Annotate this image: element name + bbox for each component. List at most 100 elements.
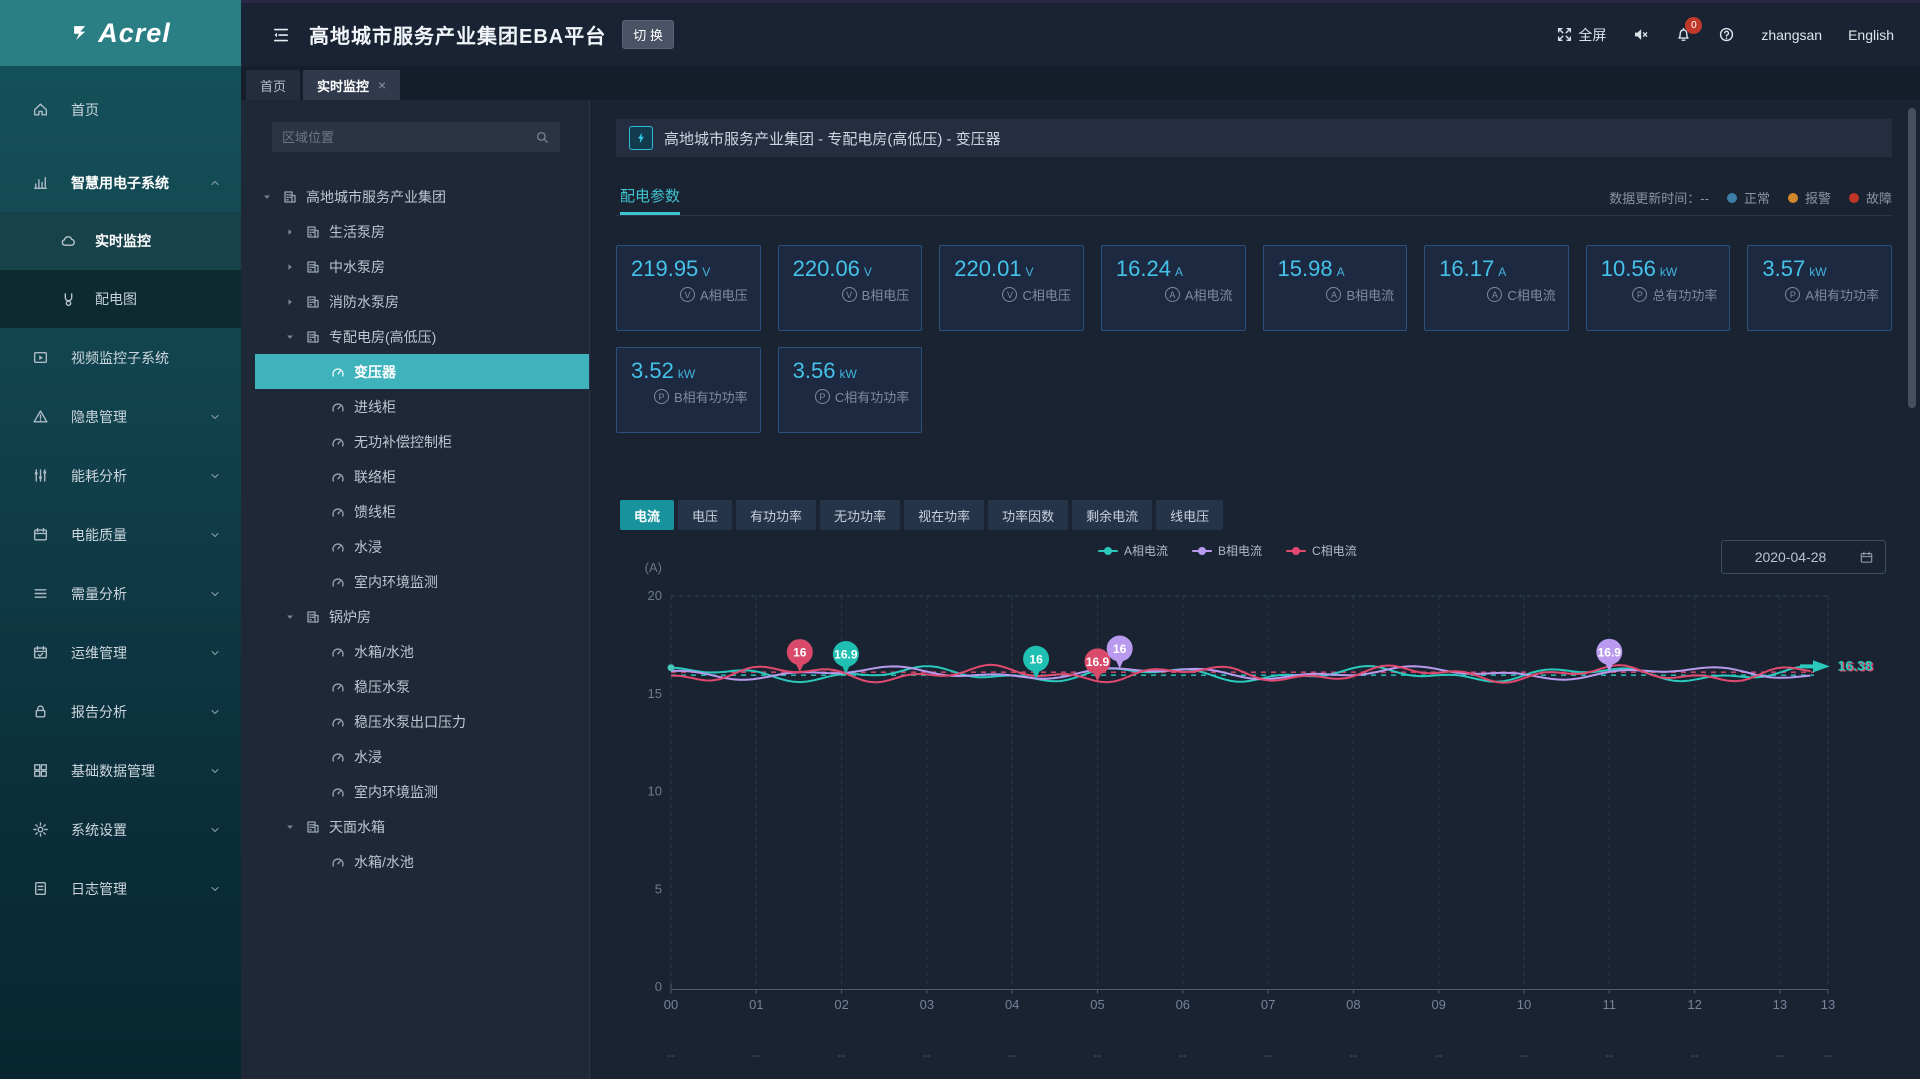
sidebar-item-label: 视频监控子系统 — [71, 349, 169, 366]
date-picker[interactable]: 2020-04-28 — [1721, 540, 1886, 574]
tree-node-中水泵房[interactable]: 中水泵房 — [241, 249, 589, 284]
status-故障: 故障 — [1848, 188, 1892, 207]
page-tabs: 首页 实时监控 × — [241, 66, 1920, 100]
chart-tab-电压[interactable]: 电压 — [678, 500, 733, 530]
fullscreen-button[interactable]: 全屏 — [1556, 25, 1606, 45]
tree-node-天面水箱[interactable]: 天面水箱 — [241, 809, 589, 844]
current-line-chart[interactable]: (A)0510152000--01--02--03--04--05--06--0… — [590, 460, 1920, 1079]
svg-text:00: 00 — [664, 997, 678, 1012]
sidebar-item-label: 系统设置 — [71, 821, 127, 838]
sidebar-item-6[interactable]: 需量分析 — [0, 564, 241, 623]
sidebar-item-7[interactable]: 运维管理 — [0, 623, 241, 682]
sidebar-item-2[interactable]: 视频监控子系统 — [0, 328, 241, 387]
tree-node-馈线柜[interactable]: 馈线柜 — [241, 494, 589, 529]
card-label: V C相电压 — [1002, 285, 1071, 304]
svg-text:16: 16 — [793, 646, 807, 660]
chart-tab-电流[interactable]: 电流 — [620, 500, 675, 530]
svg-text:16.38: 16.38 — [1838, 657, 1873, 673]
building-icon — [305, 259, 321, 275]
tree-node-水浸[interactable]: 水浸 — [241, 529, 589, 564]
doc-icon — [32, 880, 49, 897]
chart-tab-线电压[interactable]: 线电压 — [1156, 500, 1224, 530]
tree-collapse-icon[interactable] — [285, 822, 295, 832]
card-value: 3.57 kW — [1762, 256, 1827, 281]
page-tab-0[interactable]: 首页 — [246, 70, 301, 100]
sidebar-item-8[interactable]: 报告分析 — [0, 682, 241, 741]
tree-collapse-icon[interactable] — [285, 332, 295, 342]
legend-C相电流[interactable]: C相电流 — [1286, 542, 1357, 559]
chart-tab-剩余电流[interactable]: 剩余电流 — [1072, 500, 1153, 530]
svg-text:05: 05 — [1090, 997, 1104, 1012]
tree-expand-icon[interactable] — [285, 297, 295, 307]
sidebar-item-1[interactable]: 智慧用电子系统 — [0, 153, 241, 212]
sidebar-subitem-0[interactable]: 实时监控 — [0, 212, 241, 270]
tree-node-稳压水泵出口压力[interactable]: 稳压水泵出口压力 — [241, 704, 589, 739]
gauge-icon — [330, 714, 346, 730]
branch-icon — [60, 291, 77, 308]
sidebar-item-0[interactable]: 首页 — [0, 80, 241, 139]
chart-tab-有功功率[interactable]: 有功功率 — [736, 500, 817, 530]
chart-tab-功率因数[interactable]: 功率因数 — [988, 500, 1069, 530]
chart-tab-无功功率[interactable]: 无功功率 — [820, 500, 901, 530]
tree-node-室内环境监测[interactable]: 室内环境监测 — [241, 564, 589, 599]
svg-text:15: 15 — [648, 686, 662, 701]
chevron-down-icon — [209, 824, 221, 836]
notifications-button[interactable]: 0 — [1675, 17, 1703, 43]
tree-collapse-icon[interactable] — [262, 192, 272, 202]
chart-tabs: 电流 电压 有功功率 无功功率 视在功率 功率因数 剩余电流 线电压 — [620, 500, 1224, 530]
sidebar-subitem-1[interactable]: 配电图 — [0, 270, 241, 328]
search-input[interactable] — [272, 129, 535, 145]
param-card-A相电压: 219.95 V V A相电压 — [616, 245, 761, 331]
mute-button[interactable] — [1632, 26, 1649, 43]
tree-expand-icon[interactable] — [285, 262, 295, 272]
scrollbar-thumb[interactable] — [1908, 108, 1916, 408]
card-label: P A相有功功率 — [1785, 285, 1879, 304]
tree-expand-icon[interactable] — [285, 227, 295, 237]
chart-tab-视在功率[interactable]: 视在功率 — [904, 500, 985, 530]
legend-B相电流[interactable]: B相电流 — [1192, 542, 1262, 559]
tree-node-无功补偿控制柜[interactable]: 无功补偿控制柜 — [241, 424, 589, 459]
sidebar-item-3[interactable]: 隐患管理 — [0, 387, 241, 446]
tree-node-室内环境监测[interactable]: 室内环境监测 — [241, 774, 589, 809]
tree-node-水箱/水池[interactable]: 水箱/水池 — [241, 634, 589, 669]
status-报警: 报警 — [1787, 188, 1831, 207]
page-tab-1[interactable]: 实时监控 × — [303, 70, 401, 100]
status-dot — [1848, 192, 1859, 203]
tree-node-高地城市服务产业集团[interactable]: 高地城市服务产业集团 — [241, 179, 589, 214]
search-icon[interactable] — [535, 130, 550, 145]
gauge-icon — [330, 399, 346, 415]
tree-node-水箱/水池[interactable]: 水箱/水池 — [241, 844, 589, 879]
tree-node-锅炉房[interactable]: 锅炉房 — [241, 599, 589, 634]
tree-node-进线柜[interactable]: 进线柜 — [241, 389, 589, 424]
chevron-down-icon — [209, 765, 221, 777]
tree-node-稳压水泵[interactable]: 稳压水泵 — [241, 669, 589, 704]
tree-node-联络柜[interactable]: 联络柜 — [241, 459, 589, 494]
tree-node-专配电房(高低压)[interactable]: 专配电房(高低压) — [241, 319, 589, 354]
close-icon[interactable]: × — [378, 77, 387, 93]
calendar2-icon — [32, 644, 49, 661]
svg-text:10: 10 — [1517, 997, 1531, 1012]
gauge-icon — [330, 679, 346, 695]
sidebar-item-5[interactable]: 电能质量 — [0, 505, 241, 564]
user-menu[interactable]: zhangsan — [1761, 27, 1822, 43]
sidebar-item-10[interactable]: 系统设置 — [0, 800, 241, 859]
svg-text:--: -- — [1349, 1048, 1357, 1062]
sidebar-item-11[interactable]: 日志管理 — [0, 859, 241, 918]
switch-button[interactable]: 切 换 — [622, 20, 674, 49]
svg-text:--: -- — [1605, 1048, 1613, 1062]
menu-fold-icon[interactable] — [271, 25, 291, 45]
legend-A相电流[interactable]: A相电流 — [1098, 542, 1168, 559]
sidebar-item-9[interactable]: 基础数据管理 — [0, 741, 241, 800]
list-icon — [32, 585, 49, 602]
tree-node-消防水泵房[interactable]: 消防水泵房 — [241, 284, 589, 319]
tree-node-生活泵房[interactable]: 生活泵房 — [241, 214, 589, 249]
tree-collapse-icon[interactable] — [285, 612, 295, 622]
sidebar-item-4[interactable]: 能耗分析 — [0, 446, 241, 505]
tree-node-水浸[interactable]: 水浸 — [241, 739, 589, 774]
language-switch[interactable]: English — [1848, 27, 1894, 43]
building-icon — [305, 329, 321, 345]
chart-marker-16.9: 16.9 — [832, 640, 859, 674]
tab-power-params[interactable]: 配电参数 — [620, 188, 681, 205]
help-button[interactable] — [1718, 26, 1735, 43]
tree-node-变压器[interactable]: 变压器 — [255, 354, 589, 389]
